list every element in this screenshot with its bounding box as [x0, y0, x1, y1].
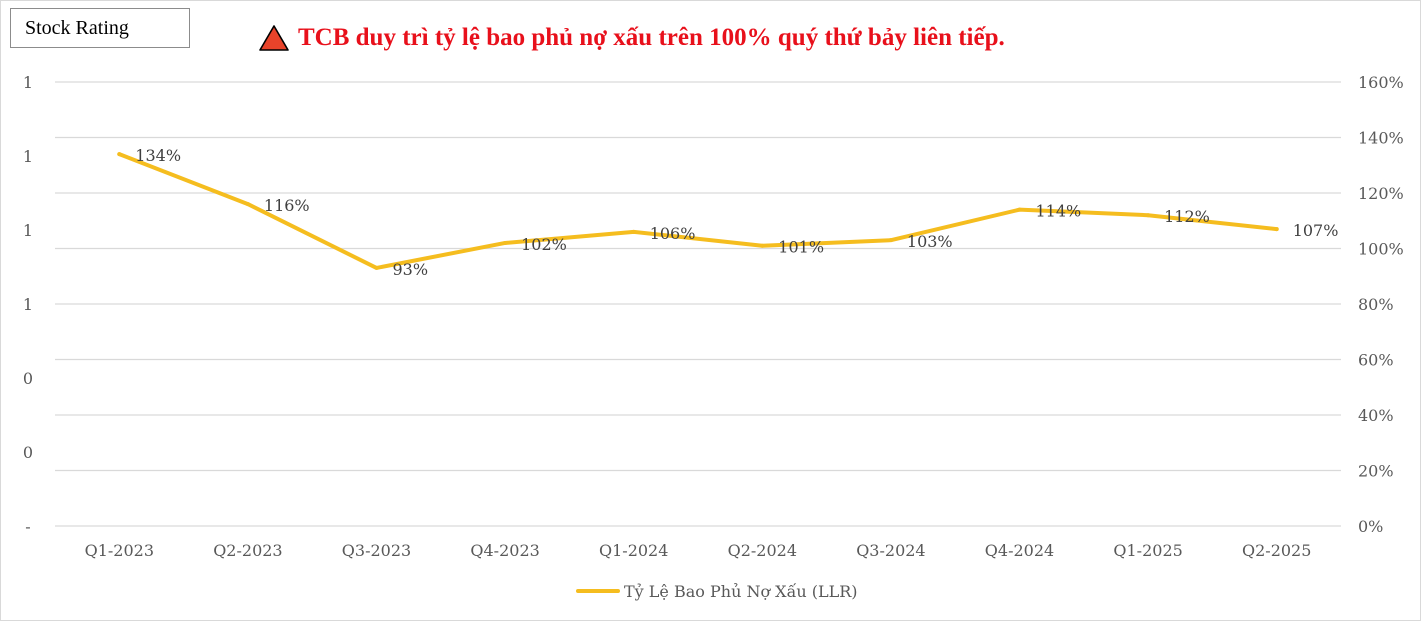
data-label: 102% [521, 235, 567, 254]
right-tick-label: 80% [1358, 295, 1394, 314]
x-tick-label: Q4-2024 [985, 541, 1054, 560]
data-label: 116% [264, 196, 310, 215]
data-point [374, 265, 379, 270]
x-tick-label: Q2-2023 [213, 541, 282, 560]
data-label: 107% [1293, 221, 1339, 240]
x-tick-label: Q3-2024 [856, 541, 925, 560]
right-tick-label: 100% [1358, 240, 1404, 259]
right-tick-label: 0% [1358, 517, 1383, 536]
right-tick-label: 60% [1358, 351, 1394, 370]
data-point [631, 229, 636, 234]
data-label: 134% [135, 146, 181, 165]
x-tick-label: Q3-2023 [342, 541, 411, 560]
warning-triangle-icon [259, 25, 289, 51]
gridlines [55, 81, 1341, 527]
data-point [503, 240, 508, 245]
data-point [117, 152, 122, 157]
x-tick-label: Q4-2023 [470, 541, 539, 560]
data-labels: 134% 116% 93% 102% 106% 101% 103% 114% 112% 107% [135, 146, 1338, 279]
data-label: 103% [907, 232, 953, 251]
x-axis-ticks: Q1-2023 Q2-2023 Q3-2023 Q4-2023 Q1-2024 Q2-20… [85, 541, 1312, 560]
data-point [888, 238, 893, 243]
left-tick-label: 1 [23, 73, 33, 92]
x-tick-label: Q1-2025 [1113, 541, 1182, 560]
right-tick-label: 20% [1358, 462, 1394, 481]
data-label: 114% [1036, 202, 1082, 221]
left-axis-ticks: - 0 0 1 1 1 1 [23, 73, 33, 536]
data-point [1146, 213, 1151, 218]
data-label: 93% [393, 260, 429, 279]
x-tick-label: Q2-2025 [1242, 541, 1311, 560]
data-label: 101% [778, 238, 824, 257]
legend: Tỷ Lệ Bao Phủ Nợ Xấu (LLR) [576, 582, 858, 601]
legend-label-llr: Tỷ Lệ Bao Phủ Nợ Xấu (LLR) [624, 582, 858, 601]
right-tick-label: 40% [1358, 406, 1394, 425]
data-label: 112% [1164, 207, 1210, 226]
right-tick-label: 160% [1358, 73, 1404, 92]
x-tick-label: Q1-2023 [85, 541, 154, 560]
chart-title: TCB duy trì tỷ lệ bao phủ nợ xấu trên 10… [298, 24, 1005, 51]
chart-title-group: TCB duy trì tỷ lệ bao phủ nợ xấu trên 10… [258, 20, 1005, 56]
data-point [760, 243, 765, 248]
data-point [245, 202, 250, 207]
right-axis-ticks: 0% 20% 40% 60% 80% 100% 120% 140% 160% [1358, 73, 1404, 536]
left-tick-label: 0 [23, 443, 33, 462]
series-line-llr [117, 152, 1279, 270]
data-point [1017, 207, 1022, 212]
right-tick-label: 140% [1358, 129, 1404, 148]
data-point [1274, 227, 1279, 232]
left-tick-label: 1 [23, 147, 33, 166]
x-tick-label: Q2-2024 [728, 541, 797, 560]
stock-rating-label: Stock Rating [10, 8, 190, 48]
left-tick-label: 1 [23, 221, 33, 240]
series-layer [117, 152, 1279, 270]
x-tick-label: Q1-2024 [599, 541, 668, 560]
left-tick-label: 1 [23, 295, 33, 314]
right-tick-label: 120% [1358, 184, 1404, 203]
left-tick-label: - [25, 517, 30, 536]
data-label: 106% [650, 224, 696, 243]
left-tick-label: 0 [23, 369, 33, 388]
